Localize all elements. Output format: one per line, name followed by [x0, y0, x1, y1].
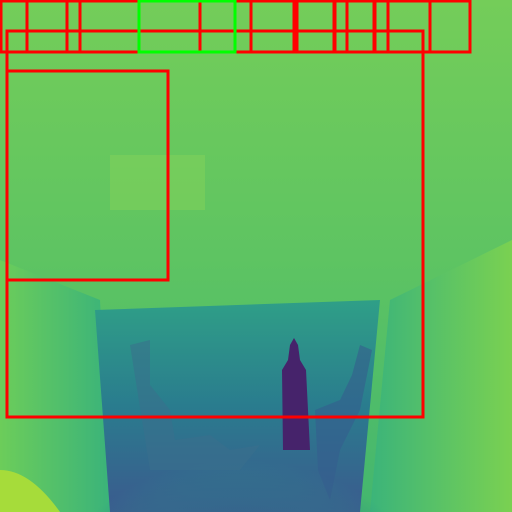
left-wall-region [0, 260, 110, 512]
rock-outline-left [130, 340, 260, 470]
shelf-patch [110, 155, 205, 210]
right-wall-region [370, 240, 512, 512]
bounding-box-red [386, 0, 432, 54]
bounding-box-layer [0, 0, 472, 419]
bounding-box-red [249, 0, 296, 54]
rock-outline-right [315, 345, 372, 500]
bounding-box-red [5, 69, 170, 282]
lower-left-light-region [0, 470, 60, 512]
bottle-object [282, 338, 310, 450]
bounding-box-red [65, 0, 82, 54]
bounding-box-green [137, 0, 237, 54]
